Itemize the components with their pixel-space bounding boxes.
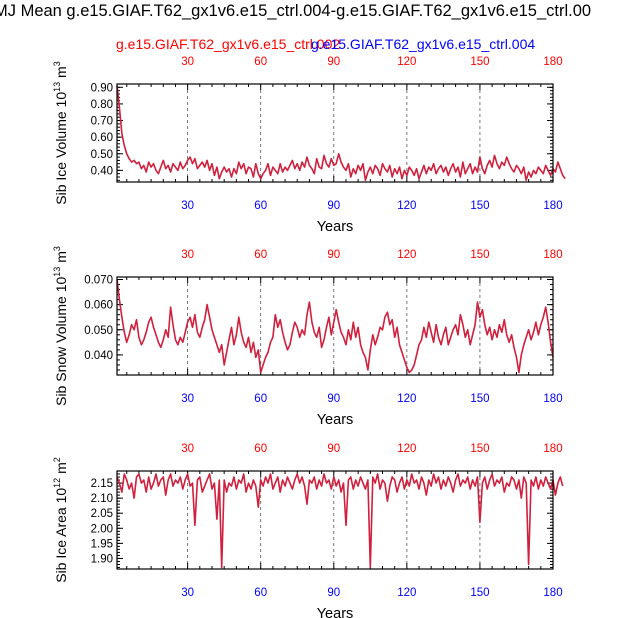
y-tick-label: 0.070 bbox=[84, 275, 113, 287]
x-tick-label-bottom: 90 bbox=[327, 200, 340, 212]
plot-title: MJ Mean g.e15.GIAF.T62_gx1v6.e15_ctrl.00… bbox=[0, 2, 592, 20]
y-axis-label-ylabel: Sib Snow Volume 10 bbox=[53, 276, 69, 405]
x-tick-label-bottom: 90 bbox=[327, 587, 340, 599]
y-axis-label: Sib Ice Volume 1013 m3 bbox=[52, 61, 69, 204]
y-axis-label-ylabel-exp: 12 bbox=[52, 478, 62, 488]
x-tick-label-bottom: 150 bbox=[470, 393, 489, 405]
x-tick-label-bottom: 90 bbox=[327, 393, 340, 405]
y-axis-label-ylabel-exp: 13 bbox=[52, 82, 62, 92]
chart-panel-3: 2.15 2.10 2.05 2.00 1.95 1.90 30 30 60 60 90 90 120 1… bbox=[52, 443, 564, 618]
legend-case2: g.e15.GIAF.T62_gx1v6.e15_ctrl.004 bbox=[311, 36, 536, 52]
x-tick-label-top: 120 bbox=[397, 249, 416, 261]
y-tick-label: 2.10 bbox=[91, 493, 113, 505]
x-tick-label-bottom: 120 bbox=[397, 200, 416, 212]
y-axis-label-ylabel-unit: m bbox=[53, 462, 69, 478]
y-axis-label-ylabel-unit: m bbox=[53, 66, 69, 82]
series-line bbox=[116, 279, 554, 374]
y-tick-label: 1.90 bbox=[91, 553, 113, 565]
y-tick-label: 1.95 bbox=[91, 538, 113, 550]
x-tick-label-top: 30 bbox=[181, 249, 194, 261]
x-axis-label: Years bbox=[317, 219, 354, 235]
x-tick-label-bottom: 30 bbox=[181, 200, 194, 212]
x-tick-label-top: 180 bbox=[543, 443, 562, 455]
plot-frame bbox=[116, 276, 554, 376]
x-tick-label-top: 150 bbox=[470, 443, 489, 455]
y-axis-label: Sib Ice Area 1012 m2 bbox=[52, 457, 69, 583]
x-tick-label-top: 30 bbox=[181, 56, 194, 68]
y-axis-label: Sib Snow Volume 1013 m3 bbox=[52, 246, 69, 406]
x-axis-label: Years bbox=[317, 606, 354, 618]
y-tick-label: 0.90 bbox=[91, 82, 113, 94]
y-tick-label: 2.15 bbox=[91, 478, 113, 490]
x-tick-label-top: 90 bbox=[327, 249, 340, 261]
x-tick-label-top: 60 bbox=[254, 56, 267, 68]
series-line bbox=[116, 473, 564, 569]
y-tick-label: 0.80 bbox=[91, 99, 113, 111]
x-tick-label-top: 120 bbox=[397, 443, 416, 455]
x-tick-label-top: 30 bbox=[181, 443, 194, 455]
x-tick-label-bottom: 120 bbox=[397, 587, 416, 599]
y-axis-label-ylabel: Sib Ice Volume 10 bbox=[53, 92, 69, 205]
x-tick-label-bottom: 60 bbox=[254, 200, 267, 212]
x-tick-label-top: 150 bbox=[470, 249, 489, 261]
x-tick-label-bottom: 180 bbox=[543, 587, 562, 599]
chart-panel-2: 0.070 0.060 0.050 0.040 30 30 60 60 90 90 120 120 15… bbox=[52, 246, 563, 428]
x-tick-label-bottom: 30 bbox=[181, 587, 194, 599]
y-tick-label: 0.70 bbox=[91, 116, 113, 128]
x-tick-label-bottom: 150 bbox=[470, 200, 489, 212]
x-tick-label-bottom: 180 bbox=[543, 393, 562, 405]
y-tick-label: 0.060 bbox=[84, 300, 113, 312]
x-tick-label-bottom: 180 bbox=[543, 200, 562, 212]
x-tick-label-bottom: 60 bbox=[254, 393, 267, 405]
x-tick-label-top: 90 bbox=[327, 56, 340, 68]
y-axis-label-ylabel-exp: 13 bbox=[52, 267, 62, 277]
x-tick-label-top: 120 bbox=[397, 56, 416, 68]
x-axis-label: Years bbox=[317, 412, 354, 428]
x-tick-label-top: 60 bbox=[254, 249, 267, 261]
y-tick-label: 0.040 bbox=[84, 350, 113, 362]
plot-frame bbox=[116, 470, 554, 570]
x-tick-label-bottom: 30 bbox=[181, 393, 194, 405]
y-tick-label: 2.05 bbox=[91, 508, 113, 520]
x-tick-label-bottom: 150 bbox=[470, 587, 489, 599]
chart-panel-1: 0.90 0.80 0.70 0.60 0.50 0.40 30 30 60 60 90 90 120 1… bbox=[52, 56, 566, 235]
y-tick-label: 0.40 bbox=[91, 165, 113, 177]
y-tick-label: 0.60 bbox=[91, 132, 113, 144]
y-axis-label-ylabel-unit-exp: 2 bbox=[52, 457, 62, 462]
y-axis-label-ylabel-unit-exp: 3 bbox=[52, 61, 62, 66]
y-tick-label: 0.050 bbox=[84, 325, 113, 337]
legend-case1: g.e15.GIAF.T62_gx1v6.e15_ctrl.002 bbox=[116, 36, 341, 52]
y-tick-label: 2.00 bbox=[91, 523, 113, 535]
plot-frame bbox=[116, 83, 554, 183]
x-tick-label-top: 180 bbox=[543, 249, 562, 261]
x-tick-label-top: 90 bbox=[327, 443, 340, 455]
series-line bbox=[116, 85, 566, 182]
x-tick-label-top: 150 bbox=[470, 56, 489, 68]
y-axis-label-ylabel-unit: m bbox=[53, 251, 69, 267]
y-tick-label: 0.50 bbox=[91, 149, 113, 161]
y-axis-label-ylabel-unit-exp: 3 bbox=[52, 246, 62, 251]
y-axis-label-ylabel: Sib Ice Area 10 bbox=[53, 488, 69, 583]
x-tick-label-top: 60 bbox=[254, 443, 267, 455]
x-tick-label-bottom: 120 bbox=[397, 393, 416, 405]
x-tick-label-top: 180 bbox=[543, 56, 562, 68]
x-tick-label-bottom: 60 bbox=[254, 587, 267, 599]
